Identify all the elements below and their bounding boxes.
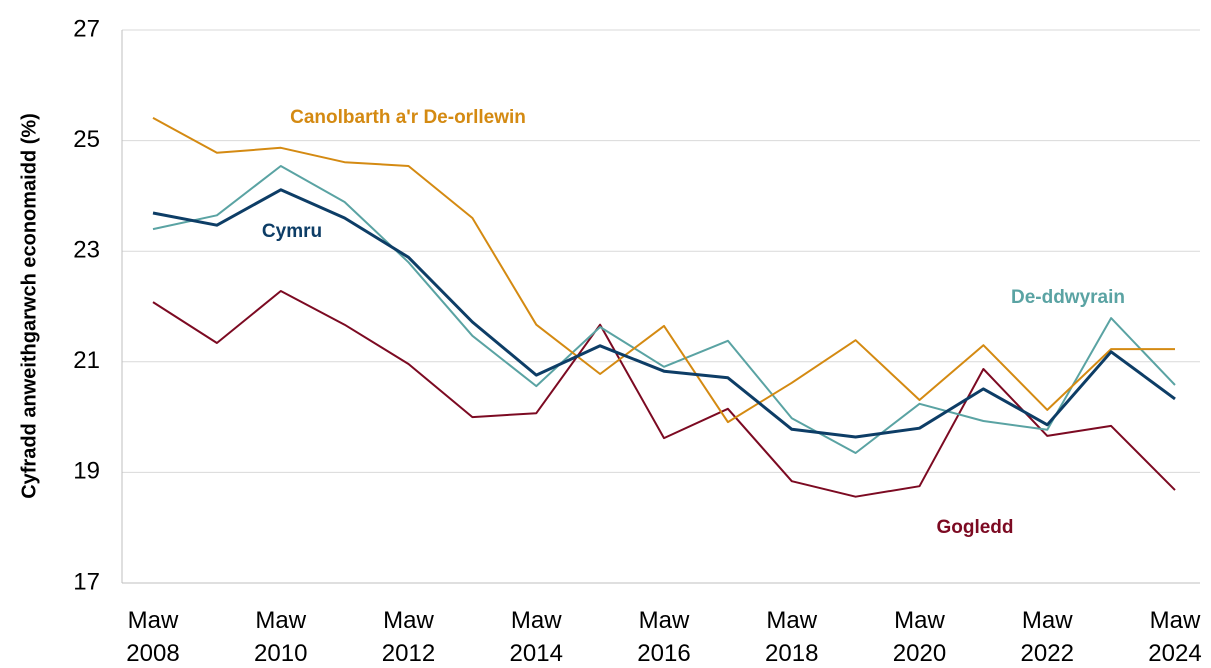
series-label: Cymru — [262, 221, 322, 242]
series-line — [152, 117, 1175, 424]
x-tick-label: Maw 2012 — [382, 607, 435, 667]
x-tick-label-line: 2022 — [1021, 640, 1074, 667]
x-tick-label-line: Maw — [255, 607, 306, 634]
y-tick-label: 23 — [73, 237, 100, 264]
x-tick-label-line: 2008 — [126, 640, 179, 667]
y-tick-label: 21 — [73, 347, 100, 374]
x-tick-label: Maw 2024 — [1148, 607, 1201, 667]
x-tick-label-line: 2012 — [382, 640, 435, 667]
y-tick-label: 27 — [73, 15, 100, 42]
x-tick-label-line: 2018 — [765, 640, 818, 667]
x-tick-label-line: 2010 — [254, 640, 307, 667]
x-tick-label-line: Maw — [639, 607, 690, 634]
x-tick-label: Maw 2020 — [893, 607, 946, 667]
series-line — [152, 188, 1176, 439]
series-label: De-ddwyrain — [1011, 287, 1125, 308]
series-line — [152, 290, 1176, 498]
x-tick-label-line: 2024 — [1148, 640, 1201, 667]
x-tick-label-line: Maw — [383, 607, 434, 634]
x-tick-label: Maw 2014 — [510, 607, 563, 667]
y-axis-label: Cyfradd anweithgarwch economaidd (%) — [18, 113, 40, 499]
x-tick-label: Maw 2010 — [254, 607, 307, 667]
x-tick-label-line: Maw — [511, 607, 562, 634]
x-tick-label-line: Maw — [766, 607, 817, 634]
x-tick-label-line: Maw — [128, 607, 179, 634]
x-tick-label: Maw 2018 — [765, 607, 818, 667]
x-tick-label: Maw 2008 — [126, 607, 179, 667]
series-label: Gogledd — [936, 517, 1013, 538]
series-line — [152, 165, 1176, 454]
x-tick-label-line: 2014 — [510, 640, 563, 667]
y-tick-label: 17 — [73, 568, 100, 595]
y-tick-label: 25 — [73, 126, 100, 153]
x-tick-label-line: Maw — [894, 607, 945, 634]
x-tick-label-line: Maw — [1150, 607, 1201, 634]
x-tick-label-line: Maw — [1022, 607, 1073, 634]
x-tick-label-line: 2020 — [893, 640, 946, 667]
x-tick-label: Maw 2016 — [637, 607, 690, 667]
x-tick-label-line: 2016 — [637, 640, 690, 667]
x-tick-label: Maw 2022 — [1021, 607, 1074, 667]
y-tick-label: 19 — [73, 458, 100, 485]
series-label: Canolbarth a'r De-orllewin — [290, 107, 526, 128]
